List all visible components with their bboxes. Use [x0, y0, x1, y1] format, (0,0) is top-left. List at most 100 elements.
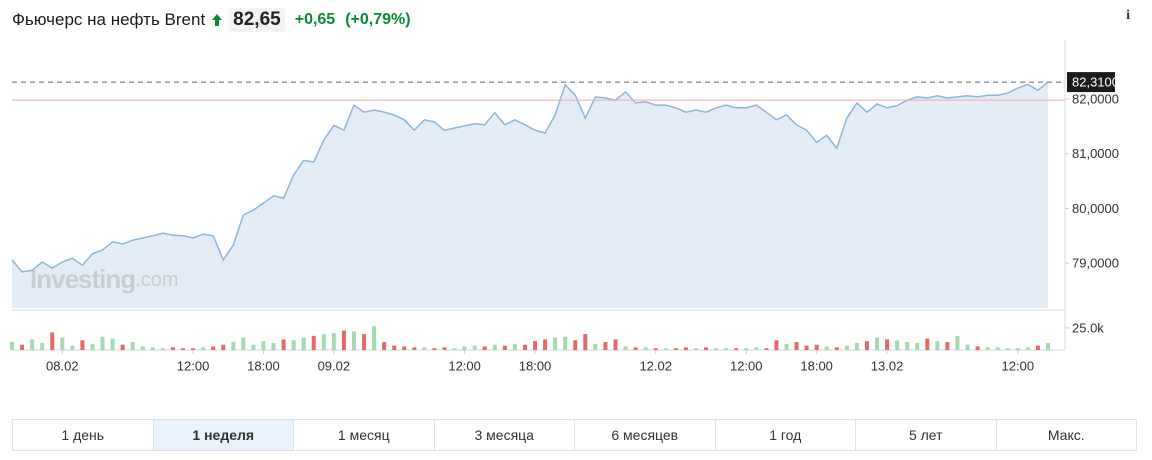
volume-bar	[754, 347, 759, 350]
volume-bar	[905, 342, 910, 350]
volume-bar	[573, 340, 578, 350]
range-button[interactable]: Макс.	[1047, 427, 1085, 443]
change-percent: (+0,79%)	[345, 11, 411, 28]
volume-bar	[764, 348, 769, 350]
volume-bar	[1035, 345, 1040, 350]
volume-bar	[140, 346, 145, 350]
volume-bar	[321, 334, 326, 350]
volume-bar	[160, 348, 165, 350]
range-button[interactable]: 1 неделя	[153, 420, 294, 450]
volume-bar	[653, 348, 658, 350]
range-button[interactable]: 1 день	[13, 420, 154, 450]
volume-bar	[915, 342, 920, 350]
volume-bar	[985, 347, 990, 350]
volume-bar	[70, 345, 75, 350]
volume-bar	[462, 346, 467, 350]
volume-bar	[241, 337, 246, 350]
x-tick-label: 12:00	[448, 358, 481, 373]
volume-bar	[130, 342, 135, 350]
volume-tick-label: 25.0k	[1072, 320, 1104, 335]
volume-bar	[744, 348, 749, 350]
volume-bar	[221, 344, 226, 350]
volume-bar	[402, 346, 407, 350]
volume-bar	[613, 339, 618, 350]
volume-bar	[824, 346, 829, 350]
volume-bar	[372, 326, 377, 350]
volume-bar	[563, 336, 568, 350]
volume-bar	[301, 337, 306, 350]
volume-bar	[774, 340, 779, 350]
volume-bar	[522, 344, 527, 350]
price: 82,65	[229, 8, 285, 32]
volume-bar	[150, 347, 155, 350]
volume-bar	[935, 341, 940, 350]
range-button[interactable]: 3 месяца	[435, 420, 575, 450]
volume-bar	[1015, 348, 1020, 350]
volume-bar	[170, 347, 175, 350]
volume-bar	[885, 339, 890, 350]
up-arrow	[212, 14, 223, 26]
volume-bar	[512, 343, 517, 350]
volume-bar	[341, 330, 346, 350]
range-button[interactable]: 1 год	[716, 420, 856, 450]
info-icon[interactable]: i	[1126, 8, 1130, 23]
volume-bar	[784, 343, 789, 350]
change: +0,65	[294, 11, 336, 28]
last-price-label: 82,3100	[1072, 75, 1119, 90]
volume-bar	[583, 334, 588, 350]
volume-bar	[724, 348, 729, 350]
volume-bar	[60, 337, 65, 350]
range-button[interactable]: 1 месяц	[294, 420, 435, 450]
volume-bar	[351, 331, 356, 350]
volume-bar	[492, 344, 497, 350]
volume-bar	[1025, 347, 1030, 350]
y-tick-label: 80,0000	[1072, 201, 1119, 216]
x-tick-label: 09.02	[318, 358, 351, 373]
volume-bar	[603, 342, 608, 350]
volume-bar	[231, 342, 236, 350]
volume-bar	[442, 347, 447, 350]
volume-bar	[90, 343, 95, 350]
volume-bar	[110, 338, 115, 350]
area	[12, 82, 1048, 308]
volume-bar	[412, 347, 417, 350]
volume-bar	[120, 344, 125, 350]
volume-bar	[854, 342, 859, 350]
watermark-brand: Investing	[30, 264, 135, 294]
x-tick-label: 12.02	[639, 358, 672, 373]
volume-bar	[945, 342, 950, 350]
volume-bar	[311, 335, 316, 350]
y-tick-label: 79,0000	[1072, 256, 1119, 271]
volume-bar	[482, 346, 487, 350]
range-button[interactable]: 5 лет	[856, 420, 997, 450]
volume-bar	[734, 348, 739, 350]
x-tick-label: 13.02	[871, 358, 904, 373]
volume-bar	[50, 332, 55, 350]
volume-bar	[643, 347, 648, 350]
header: Фьючерс на нефть Brent 82,65 +0,65 (+0,7…	[12, 6, 411, 34]
volume-bar	[633, 347, 638, 350]
volume-bar	[1005, 348, 1010, 350]
range-button[interactable]: 6 месяцев	[575, 420, 716, 450]
volume-bar	[683, 347, 688, 350]
volume-bar	[623, 346, 628, 350]
title: Фьючерс на нефть Brent	[12, 10, 206, 29]
price-line	[11, 81, 1049, 273]
y-tick-label: 82,0000	[1072, 91, 1119, 106]
volume-bar	[714, 348, 719, 350]
volume-bar	[834, 347, 839, 350]
volume-bar	[80, 340, 85, 350]
x-tick-label: 12:00	[1002, 358, 1035, 373]
volume-bar	[191, 348, 196, 350]
volume-bar	[201, 347, 206, 350]
volume-bar	[100, 336, 105, 350]
volume-bar	[502, 345, 507, 350]
volume-bar	[211, 346, 216, 350]
x-tick-label: 12:00	[177, 358, 210, 373]
volume-bar	[180, 348, 185, 350]
volume-bar	[875, 337, 880, 350]
volume-bar	[814, 344, 819, 350]
volume-bar	[1046, 342, 1050, 350]
volume-bar	[925, 338, 930, 350]
